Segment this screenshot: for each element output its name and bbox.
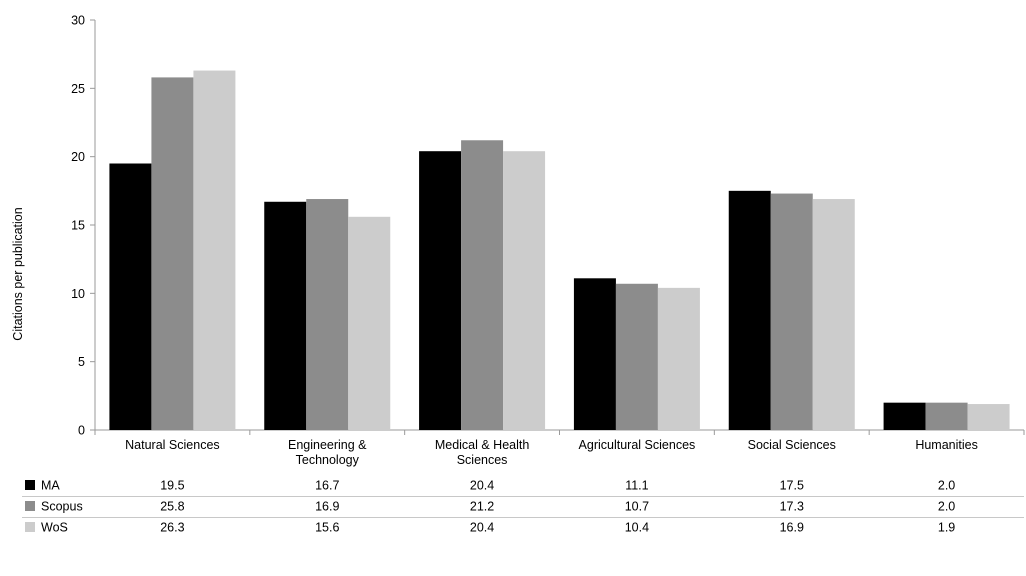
table-cell: 21.2 (470, 500, 494, 514)
table-cell: 20.4 (470, 521, 494, 535)
table-cell: 17.3 (780, 500, 804, 514)
bar-scopus (151, 77, 194, 431)
y-tick-label: 10 (71, 287, 85, 301)
table-cell: 20.4 (470, 479, 494, 493)
legend-swatch (25, 480, 35, 490)
table-cell: 11.1 (625, 479, 648, 493)
bar-scopus (925, 402, 968, 430)
x-tick-label: Social Sciences (748, 438, 836, 452)
legend-swatch (25, 522, 35, 532)
bar-wos (193, 70, 236, 431)
legend-label: WoS (41, 521, 68, 535)
chart-bars (109, 70, 1010, 431)
table-cell: 16.9 (315, 500, 339, 514)
y-tick-label: 0 (78, 424, 85, 438)
table-cell: 26.3 (160, 521, 184, 535)
x-tick-label: Medical & Health Sciences (435, 438, 530, 467)
bar-wos (503, 151, 546, 430)
bar-scopus (770, 193, 813, 430)
bar-wos (348, 216, 391, 430)
bar-ma (264, 201, 307, 430)
x-tick-label: Engineering & Technology (288, 438, 367, 467)
y-tick-label: 20 (71, 150, 85, 164)
x-tick-label: Humanities (915, 438, 978, 452)
legend-swatch (25, 501, 35, 511)
legend-label: Scopus (41, 500, 83, 514)
y-tick-label: 5 (78, 355, 85, 369)
y-axis-label-group: Citations per publication (11, 207, 25, 340)
bar-scopus (306, 199, 349, 430)
table-cell: 1.9 (938, 521, 955, 535)
bar-ma (419, 151, 462, 430)
y-tick-label: 30 (71, 14, 85, 28)
table-cell: 2.0 (938, 500, 955, 514)
table-cell: 10.7 (625, 500, 649, 514)
bar-scopus (461, 140, 504, 430)
table-cell: 19.5 (160, 479, 184, 493)
table-cell: 15.6 (315, 521, 339, 535)
data-table: MA 19.5 16.7 20.4 11.1 17.5 2.0 Scopus 25.8 16.9 2… (22, 479, 1024, 535)
table-cell: 2.0 (938, 479, 955, 493)
bar-wos (812, 199, 855, 430)
bar-wos (657, 287, 700, 430)
bar-ma (728, 190, 771, 430)
table-cell: 16.7 (315, 479, 339, 493)
chart-axes: 0 5 10 15 20 25 30 Natural Sciences Engineering … (71, 14, 1025, 467)
bar-ma (573, 278, 616, 430)
x-tick-label: Natural Sciences (125, 438, 220, 452)
table-cell: 25.8 (160, 500, 184, 514)
x-tick-label: Agricultural Sciences (579, 438, 696, 452)
y-tick-label: 15 (71, 219, 85, 233)
bar-ma (109, 163, 152, 430)
bar-ma (883, 402, 926, 430)
y-tick-label: 25 (71, 82, 85, 96)
table-cell: 10.4 (625, 521, 649, 535)
bar-scopus (615, 283, 658, 430)
y-axis-label: Citations per publication (11, 207, 25, 340)
bar-wos (967, 404, 1010, 430)
table-cell: 16.9 (780, 521, 804, 535)
legend-label: MA (41, 479, 60, 493)
table-cell: 17.5 (780, 479, 804, 493)
